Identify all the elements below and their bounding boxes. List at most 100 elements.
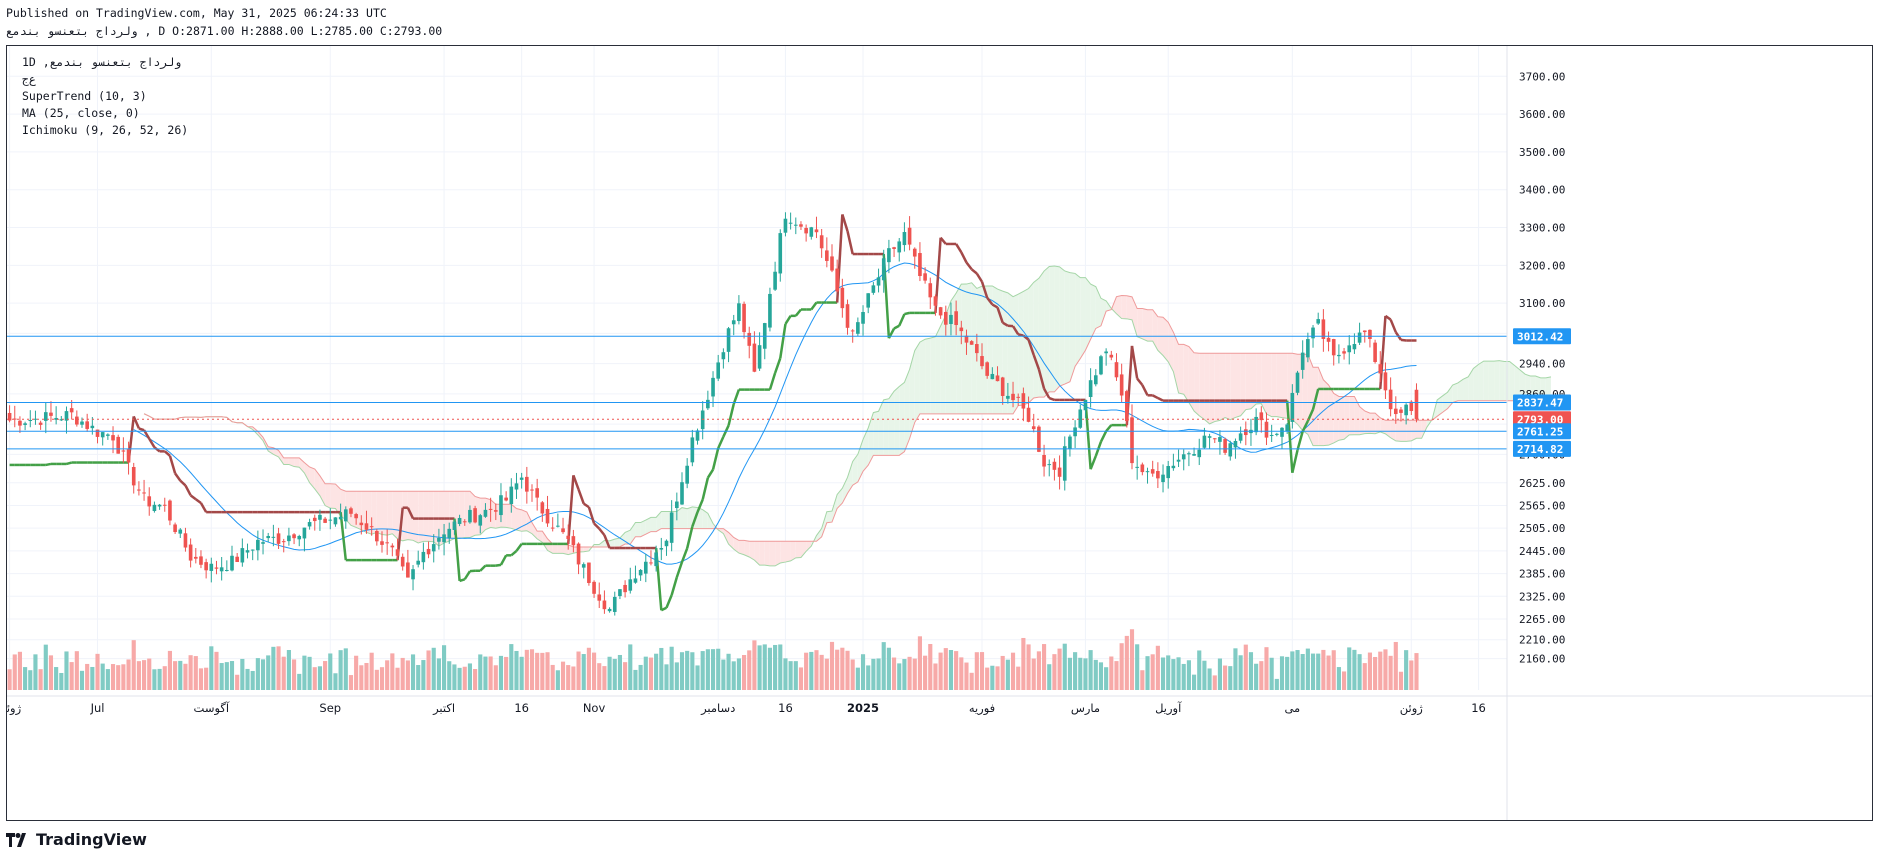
- candle-body: [349, 508, 353, 514]
- volume-bar: [685, 650, 690, 690]
- kumo-segment: [413, 491, 419, 543]
- kumo-segment: [1519, 369, 1526, 401]
- volume-bar: [804, 652, 809, 690]
- legend-ma[interactable]: MA (25, close, 0): [22, 106, 140, 120]
- candle-body: [850, 330, 855, 332]
- volume-bar: [1404, 650, 1409, 690]
- y-tick-label: 3400.00: [1519, 184, 1565, 197]
- kumo-segment: [1256, 353, 1262, 404]
- candle-body: [193, 556, 198, 559]
- kumo-segment: [1333, 393, 1339, 443]
- volume-bar: [586, 647, 591, 690]
- volume-bar: [1398, 671, 1404, 690]
- price-tag: [1513, 411, 1571, 428]
- volume-bar: [1114, 661, 1119, 690]
- candle-body: [168, 500, 172, 521]
- volume-bar: [136, 661, 141, 690]
- volume-bar: [457, 667, 462, 690]
- candle-body: [1140, 464, 1145, 473]
- volume-bar: [705, 649, 710, 690]
- volume-bar: [788, 661, 793, 690]
- supertrend-segment: [660, 606, 668, 612]
- kumo-segment: [950, 293, 957, 414]
- kumo-segment: [1121, 295, 1127, 319]
- candle-body: [907, 227, 912, 245]
- volume-bar: [1207, 668, 1212, 690]
- kumo-segment: [888, 391, 895, 456]
- volume-bar: [592, 652, 597, 690]
- volume-bar: [907, 656, 912, 690]
- volume-bar: [483, 656, 488, 690]
- supertrend-segment: [1048, 396, 1055, 402]
- chart-frame[interactable]: 2160.00 2210.00 2265.00 2325.00 2385.00 2445.…: [6, 45, 1873, 821]
- volume-bar: [519, 656, 524, 690]
- supertrend-segment: [1099, 430, 1108, 443]
- candle-body: [1212, 438, 1217, 440]
- supertrend-segment: [1157, 396, 1164, 402]
- kumo-segment: [423, 491, 429, 542]
- kumo-segment: [1266, 353, 1272, 417]
- price-chart[interactable]: 2160.00 2210.00 2265.00 2325.00 2385.00 2445.…: [7, 46, 1872, 820]
- candle-body: [437, 537, 441, 542]
- volume-bar: [902, 659, 907, 690]
- price-tag-label: 2837.47: [1517, 396, 1563, 409]
- candle-body: [731, 320, 736, 325]
- legend-ichimoku[interactable]: Ichimoku (9, 26, 52, 26): [22, 123, 189, 137]
- volume-bar: [747, 650, 752, 690]
- candle-body: [447, 528, 452, 539]
- volume-bar: [343, 648, 348, 690]
- kumo-segment: [464, 491, 470, 538]
- kumo-segment: [775, 541, 781, 566]
- candle-body: [343, 509, 348, 522]
- volume-bar: [498, 655, 504, 690]
- candle-body: [173, 524, 177, 533]
- volume-bar: [581, 654, 586, 690]
- volume-bar: [302, 655, 307, 690]
- volume-bar: [488, 656, 493, 690]
- volume-bar: [7, 669, 12, 690]
- kumo-segment: [1168, 322, 1174, 372]
- volume-bar: [700, 651, 705, 690]
- tradingview-logo[interactable]: TradingView: [6, 830, 147, 849]
- volume-bar: [126, 659, 131, 690]
- y-tick-label: 2940.00: [1519, 358, 1565, 371]
- volume-bar: [1052, 654, 1057, 690]
- kumo-segment: [278, 450, 284, 465]
- supertrend-segment: [463, 570, 471, 580]
- candle-body: [137, 489, 141, 491]
- volume-bar: [721, 659, 726, 690]
- legend-supertrend[interactable]: SuperTrend (10, 3): [22, 89, 147, 103]
- kumo-segment: [1250, 353, 1257, 409]
- kumo-segment: [945, 300, 951, 414]
- volume-bar: [1269, 657, 1274, 690]
- kumo-segment: [852, 454, 858, 486]
- supertrend-segment: [670, 576, 679, 596]
- kumo-segment: [330, 483, 336, 509]
- volume-bar: [338, 650, 343, 690]
- candle-body: [59, 419, 64, 421]
- candle-body: [943, 311, 948, 325]
- y-tick-label: 2385.00: [1519, 568, 1565, 581]
- x-tick-label: دسامبر: [700, 701, 735, 716]
- candle-body: [287, 535, 291, 542]
- y-tick-label: 2445.00: [1519, 545, 1565, 558]
- supertrend-segment: [898, 313, 906, 327]
- volume-bar: [1073, 652, 1078, 690]
- kumo-segment: [956, 284, 962, 414]
- volume-bar: [959, 657, 964, 690]
- kumo-segment: [1307, 354, 1314, 446]
- candle-body: [354, 514, 358, 519]
- legend-title: 1D ,ولرداج بتعنسو بندمع: [22, 55, 182, 69]
- candle-body: [1078, 409, 1083, 428]
- candle-body: [545, 508, 550, 524]
- supertrend-segment: [515, 543, 523, 552]
- candle-body: [364, 523, 369, 530]
- kumo-segment: [868, 412, 874, 466]
- volume-bar: [173, 661, 178, 690]
- volume-bar: [1279, 656, 1285, 690]
- volume-bar: [1197, 650, 1202, 690]
- volume-bar: [1305, 648, 1310, 690]
- kumo-segment: [976, 286, 982, 414]
- kumo-segment: [1416, 420, 1422, 439]
- candle-body: [881, 258, 886, 281]
